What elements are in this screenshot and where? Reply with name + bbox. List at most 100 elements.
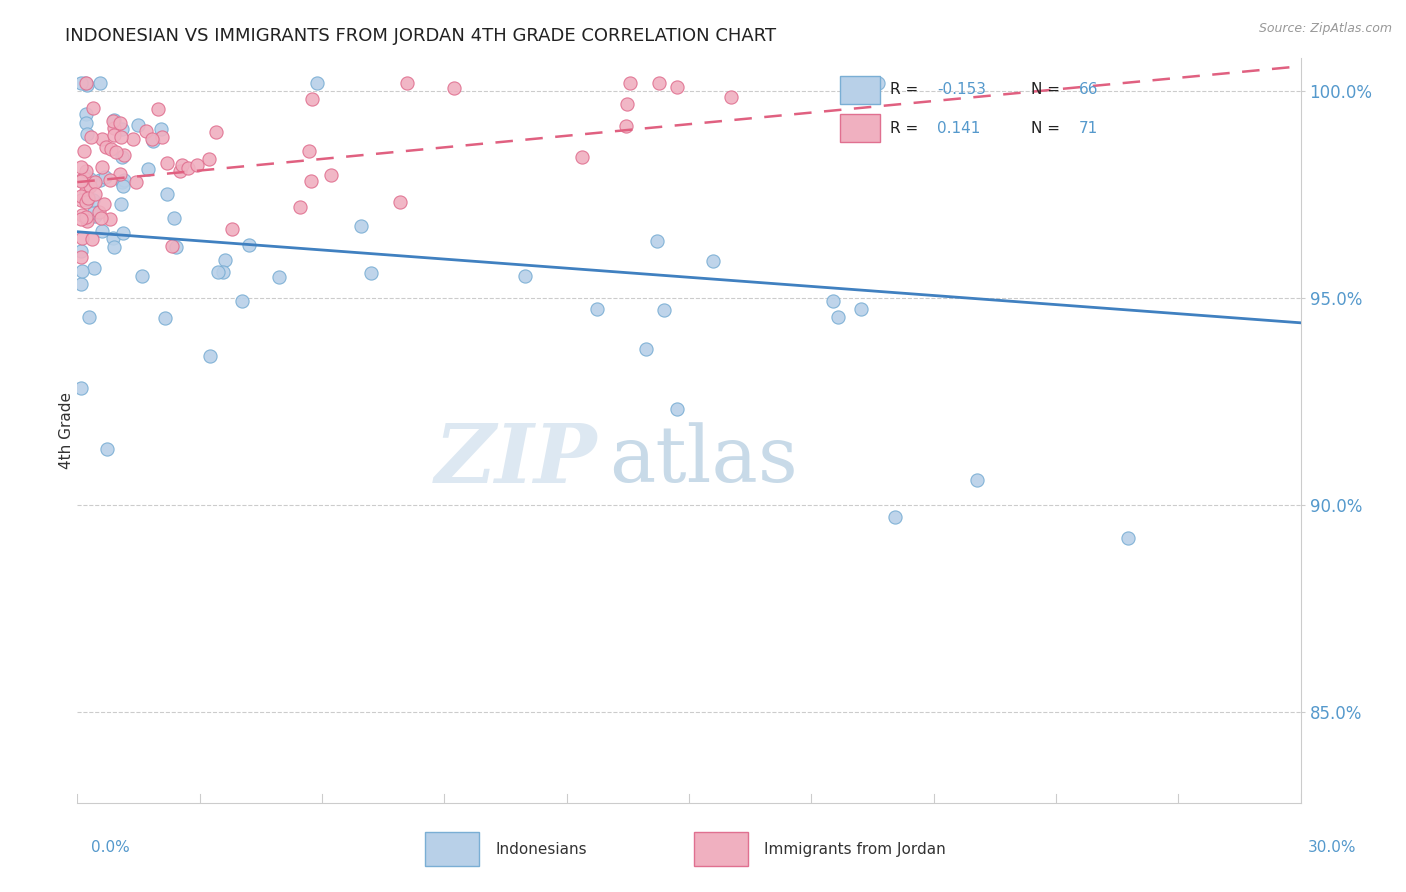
Point [135,124,157,138]
Point [70,172,93,186]
Point [148,103,170,117]
Point [350,219,373,233]
Point [652,302,675,317]
Point [96,442,118,456]
Point [169,164,191,178]
Point [150,130,173,145]
Point [149,122,172,136]
Point [395,76,418,90]
Point [91,224,114,238]
Point [142,134,165,148]
Point [84,187,107,202]
Point [77,310,100,325]
Point [98,211,121,226]
Point [665,401,688,416]
Point [75,184,97,198]
Point [89,173,111,187]
Point [111,150,134,164]
Point [131,269,153,284]
Point [94,170,117,185]
Point [103,128,125,142]
Point [84,175,107,189]
Point [103,240,125,254]
Point [76,214,98,228]
Point [89,204,111,219]
Point [614,119,637,133]
Point [80,130,103,145]
Point [70,381,93,395]
Point [89,76,111,90]
Point [76,127,98,141]
Text: atlas: atlas [609,422,799,498]
Point [163,211,186,226]
Y-axis label: 4th Grade: 4th Grade [59,392,73,469]
Point [647,76,669,90]
Point [360,266,382,280]
Point [108,167,131,181]
Point [76,78,98,92]
Point [83,260,105,275]
Point [91,132,114,146]
Point [75,195,97,210]
Point [141,131,163,145]
Point [127,119,149,133]
Point [90,160,112,174]
Point [238,237,260,252]
Point [111,178,134,193]
Point [90,211,112,225]
Point [571,150,593,164]
Point [100,142,122,156]
Point [70,208,93,222]
Point [96,140,118,154]
Point [76,169,98,183]
Point [207,265,229,279]
Point [136,161,159,176]
Point [111,175,134,189]
Point [198,152,221,166]
Point [111,122,134,136]
Point [75,107,97,121]
Point [98,173,121,187]
Point [269,270,291,285]
Point [884,510,907,524]
Point [70,277,93,291]
Point [827,310,849,324]
Point [1116,531,1139,545]
Point [121,132,143,146]
Point [665,80,688,95]
Point [186,158,208,172]
Point [288,200,311,214]
Point [72,231,94,245]
Point [720,90,742,104]
Point [70,250,93,264]
Point [70,244,93,258]
Point [153,311,176,326]
Point [83,205,105,219]
Point [112,172,135,186]
Point [108,116,131,130]
Point [112,226,135,240]
Text: 30.0%: 30.0% [1309,840,1357,855]
Point [77,194,100,208]
Point [73,144,96,158]
Point [443,80,465,95]
Point [156,187,179,202]
Point [75,76,97,90]
Point [70,160,93,174]
Point [319,168,342,182]
Point [101,114,124,128]
Point [110,197,132,211]
Point [77,191,100,205]
Point [104,145,127,160]
Point [82,193,104,207]
Point [821,294,844,309]
Point [75,116,97,130]
Text: 0.0%: 0.0% [91,840,131,855]
Point [301,92,323,106]
Text: Source: ZipAtlas.com: Source: ZipAtlas.com [1258,22,1392,36]
Point [75,210,97,224]
Point [73,76,96,90]
Point [156,156,179,170]
Point [966,473,988,487]
Point [645,234,668,248]
